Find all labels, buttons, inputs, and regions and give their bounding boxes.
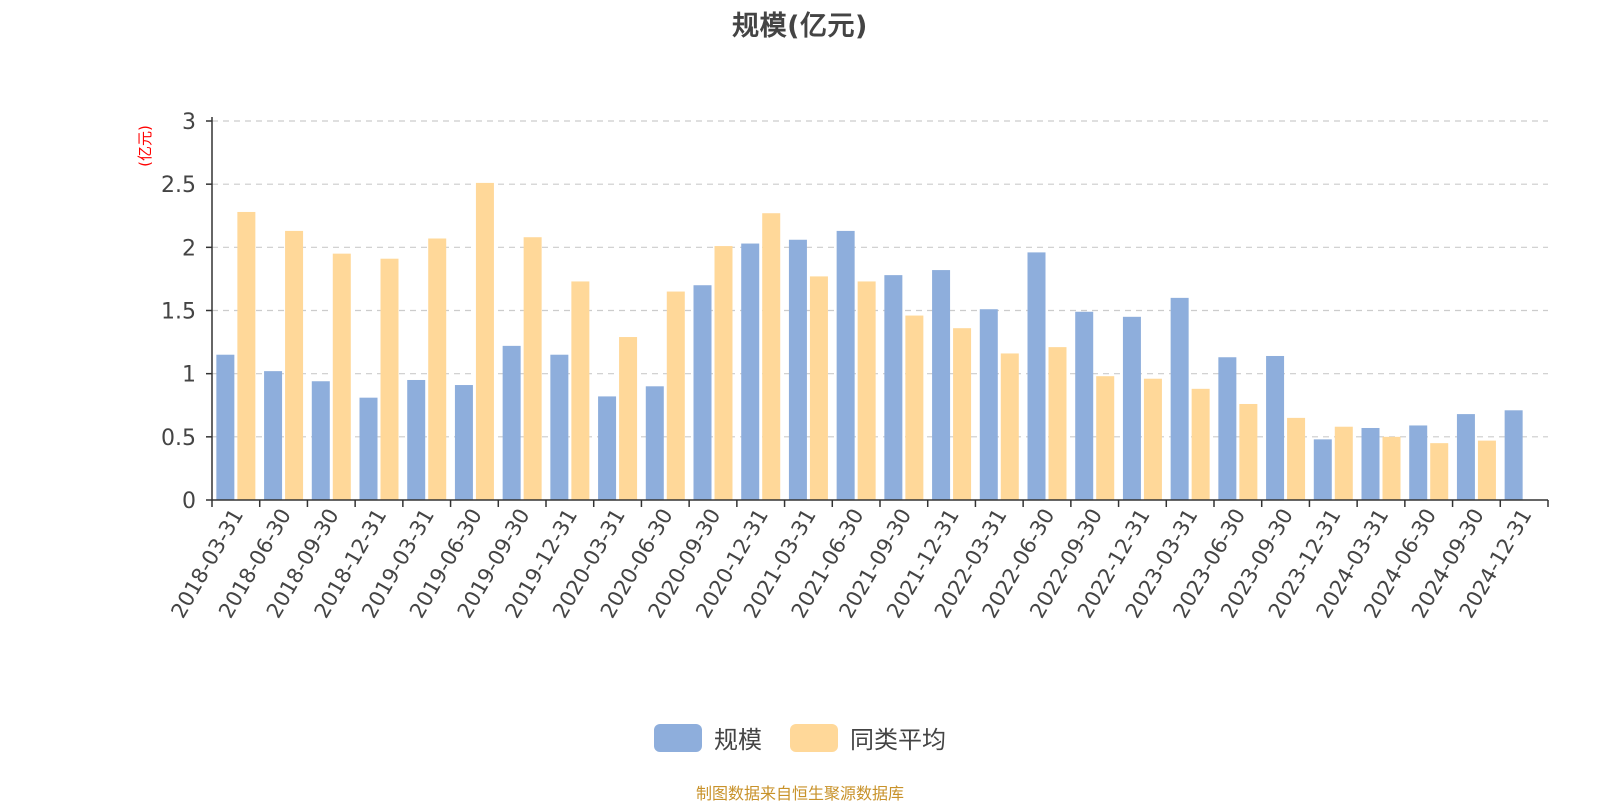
bar-scale[interactable] (502, 345, 521, 500)
legend-label-peer-average: 同类平均 (850, 726, 946, 754)
y-tick-label: 0.5 (161, 426, 196, 451)
legend-swatch-peer-average (790, 723, 838, 752)
bar-peer-average[interactable] (666, 291, 685, 500)
bar-peer-average[interactable] (571, 281, 590, 500)
bar-scale[interactable] (359, 397, 378, 500)
bar-scale[interactable] (741, 243, 760, 500)
bar-peer-average[interactable] (905, 315, 924, 500)
bar-scale[interactable] (788, 239, 807, 500)
bar-peer-average[interactable] (619, 337, 638, 500)
bar-scale[interactable] (454, 385, 473, 500)
legend: 规模 同类平均 (0, 720, 1600, 755)
bar-peer-average[interactable] (285, 230, 304, 500)
bar-scale[interactable] (1361, 427, 1380, 500)
bar-peer-average[interactable] (809, 276, 828, 500)
bar-peer-average[interactable] (237, 211, 256, 500)
legend-swatch-scale (654, 723, 702, 752)
bar-peer-average[interactable] (1287, 417, 1306, 500)
y-tick-label: 1 (182, 363, 196, 388)
bar-peer-average[interactable] (428, 238, 447, 501)
source-note: 制图数据来自恒生聚源数据库 (695, 784, 904, 803)
bar-scale[interactable] (1456, 414, 1475, 500)
legend-item-scale[interactable]: 规模 (654, 720, 762, 755)
bar-peer-average[interactable] (953, 328, 972, 500)
y-tick-label: 0 (182, 489, 196, 514)
bar-peer-average[interactable] (1239, 403, 1258, 500)
bar-peer-average[interactable] (1143, 378, 1162, 500)
bar-scale[interactable] (598, 396, 617, 500)
bar-peer-average[interactable] (332, 253, 351, 500)
bar-peer-average[interactable] (1000, 353, 1019, 500)
bar-scale[interactable] (979, 309, 998, 500)
bar-scale[interactable] (1266, 355, 1285, 500)
y-axis-label: (亿元) (136, 125, 154, 167)
bar-peer-average[interactable] (1382, 436, 1401, 500)
bar-peer-average[interactable] (1096, 376, 1115, 500)
bar-scale[interactable] (1504, 410, 1523, 500)
bar-peer-average[interactable] (1191, 388, 1210, 500)
y-tick-label: 2 (182, 236, 196, 261)
legend-item-peer-average[interactable]: 同类平均 (790, 720, 946, 755)
bar-scale[interactable] (216, 354, 235, 500)
bar-scale[interactable] (693, 285, 712, 500)
bar-scale[interactable] (645, 386, 664, 500)
bar-scale[interactable] (1218, 357, 1237, 500)
bar-scale[interactable] (550, 354, 569, 500)
chart-title: 规模(亿元) (732, 11, 868, 42)
bar-scale[interactable] (1170, 297, 1189, 500)
bar-scale[interactable] (1122, 316, 1141, 500)
bar-peer-average[interactable] (762, 213, 781, 500)
bar-scale[interactable] (1313, 439, 1332, 500)
bars-layer (216, 182, 1523, 501)
y-tick-label: 3 (182, 110, 196, 135)
bar-peer-average[interactable] (714, 246, 733, 500)
bar-peer-average[interactable] (857, 281, 876, 500)
bar-scale[interactable] (932, 270, 951, 500)
bar-scale[interactable] (407, 379, 426, 500)
bar-scale[interactable] (884, 275, 903, 500)
legend-label-scale: 规模 (714, 726, 762, 754)
bar-scale[interactable] (264, 371, 283, 500)
bar-scale[interactable] (311, 381, 330, 500)
bar-peer-average[interactable] (523, 237, 542, 500)
y-tick-label: 2.5 (161, 173, 196, 198)
bar-scale[interactable] (836, 230, 855, 500)
bar-peer-average[interactable] (1477, 440, 1496, 500)
bar-peer-average[interactable] (380, 258, 399, 500)
bar-scale[interactable] (1075, 311, 1094, 500)
bar-peer-average[interactable] (1048, 347, 1067, 500)
bar-scale[interactable] (1409, 425, 1428, 500)
y-tick-label: 1.5 (161, 300, 196, 325)
bar-peer-average[interactable] (475, 182, 494, 501)
bar-scale[interactable] (1027, 252, 1046, 500)
bar-peer-average[interactable] (1430, 443, 1449, 500)
bar-peer-average[interactable] (1334, 426, 1353, 500)
